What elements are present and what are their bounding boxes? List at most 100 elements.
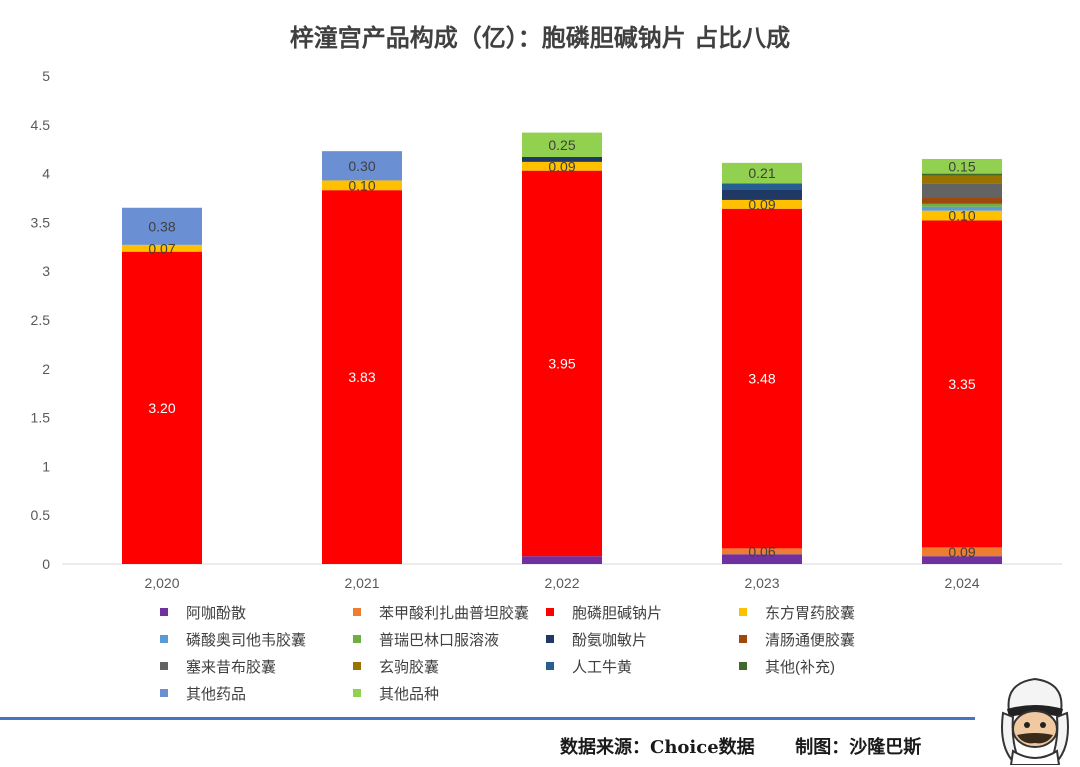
bar-segment	[722, 183, 802, 190]
legend-label: 胞磷胆碱钠片	[572, 604, 663, 622]
bar-segment	[322, 190, 402, 564]
data-labels: 0.06 0.09 3.20 3.83 3.95 3.48 3.35 0.07 0.10 0.09…	[148, 137, 975, 560]
bar-segment	[722, 189, 802, 200]
bar-segment	[722, 548, 802, 555]
data-label: 0.38	[148, 218, 175, 234]
bar-segment	[722, 208, 802, 549]
bar-segment	[522, 157, 602, 162]
data-label: 0.25	[548, 137, 575, 153]
legend-swatch	[353, 662, 361, 670]
legend-swatch	[160, 689, 168, 697]
data-label: 0.09	[748, 196, 775, 212]
legend-swatch	[739, 635, 747, 643]
legend-item: 其他(补充)	[739, 655, 939, 677]
legend-label: 磷酸奥司他韦胶囊	[186, 631, 307, 649]
legend-item: 其他品种	[353, 682, 546, 704]
data-label: 0.15	[948, 158, 975, 174]
data-source: 数据来源：Choice数据	[560, 737, 755, 758]
data-label: 3.48	[748, 371, 775, 387]
data-label: 0.09	[548, 158, 575, 174]
legend-swatch	[546, 608, 554, 616]
bar-segment	[522, 132, 602, 158]
y-tick-label: 1	[42, 458, 50, 474]
legend-item: 苯甲酸利扎曲普坦胶囊	[353, 601, 546, 623]
data-label: 0.06	[748, 543, 775, 559]
bar-segment	[922, 206, 1002, 211]
chart-author: 制图：沙隆巴斯	[795, 737, 922, 758]
y-tick-label: 4.5	[31, 117, 51, 133]
legend-label: 其他药品	[186, 685, 247, 703]
bar-segment	[922, 210, 1002, 221]
legend-item: 阿咖酚散	[160, 601, 353, 623]
legend-item: 清肠通便胶囊	[739, 628, 939, 650]
legend-label: 阿咖酚散	[186, 604, 247, 622]
legend-label: 普瑞巴林口服溶液	[379, 631, 500, 649]
bar-segment	[922, 220, 1002, 548]
bar-segments	[122, 132, 1002, 564]
data-label: 3.95	[548, 355, 575, 371]
bar-segment	[922, 198, 1002, 204]
bar-segment	[922, 173, 1002, 176]
bar-segment	[922, 183, 1002, 198]
bar-segment	[122, 244, 202, 252]
y-tick-label: 2.5	[31, 312, 51, 328]
bar-segment	[122, 251, 202, 564]
bar-segment	[722, 199, 802, 209]
source-note: 数据来源：Choice数据 制图：沙隆巴斯	[560, 733, 921, 759]
legend-item: 其他药品	[160, 682, 353, 704]
y-tick-label: 3.5	[31, 214, 51, 230]
legend-label: 酚氨咖敏片	[572, 631, 648, 649]
y-tick-label: 5	[42, 68, 50, 84]
data-label: 0.30	[348, 158, 375, 174]
legend-item: 磷酸奥司他韦胶囊	[160, 628, 353, 650]
legend-swatch	[739, 608, 747, 616]
legend-label: 清肠通便胶囊	[765, 631, 856, 649]
legend-item: 酚氨咖敏片	[546, 628, 739, 650]
legend-label: 其他(补充)	[765, 658, 835, 676]
data-label: 0.10	[948, 208, 975, 224]
legend-item: 人工牛黄	[546, 655, 739, 677]
chart-title: 梓潼宫产品构成（亿）：胞磷胆碱钠片 占比八成	[289, 23, 791, 52]
legend-item: 塞来昔布胶囊	[160, 655, 353, 677]
legend-label: 玄驹胶囊	[379, 658, 440, 676]
x-tick-label: 2,024	[944, 575, 979, 591]
legend-label: 塞来昔布胶囊	[186, 658, 277, 676]
footer-divider	[0, 717, 975, 720]
y-tick-label: 0.5	[31, 507, 51, 523]
legend-swatch	[546, 635, 554, 643]
x-tick-label: 2,021	[344, 575, 379, 591]
legend-swatch	[353, 635, 361, 643]
legend-item: 胞磷胆碱钠片	[546, 601, 739, 623]
legend-label: 苯甲酸利扎曲普坦胶囊	[379, 604, 530, 622]
legend-swatch	[160, 608, 168, 616]
legend-label: 东方胃药胶囊	[765, 604, 856, 622]
data-label: 0.21	[748, 165, 775, 181]
x-tick-label: 2,022	[544, 575, 579, 591]
bar-segment	[922, 175, 1002, 184]
legend: 阿咖酚散 苯甲酸利扎曲普坦胶囊 胞磷胆碱钠片 东方胃药胶囊磷酸奥司他韦胶囊 普瑞巴林口服…	[160, 601, 980, 704]
y-tick-label: 2	[42, 361, 50, 377]
y-tick-label: 0	[42, 556, 50, 572]
bar-segment	[522, 170, 602, 557]
y-axis-ticks: 0 0.5 1 1.5 2 2.5 3 3.5 4 4.5 5	[31, 68, 51, 572]
bar-segment	[122, 207, 202, 245]
legend-swatch	[160, 635, 168, 643]
bar-segment	[922, 547, 1002, 557]
legend-item: 普瑞巴林口服溶液	[353, 628, 546, 650]
bar-segment	[922, 203, 1002, 207]
y-tick-label: 1.5	[31, 410, 51, 426]
legend-swatch	[546, 662, 554, 670]
bar-segment	[922, 556, 1002, 564]
x-axis-ticks: 2,020 2,021 2,022 2,023 2,024	[144, 575, 979, 591]
bar-segment	[522, 161, 602, 171]
legend-label: 人工牛黄	[572, 658, 633, 676]
legend-item: 东方胃药胶囊	[739, 601, 939, 623]
data-label: 0.10	[348, 177, 375, 193]
data-label: 3.83	[348, 369, 375, 385]
bar-segment	[722, 554, 802, 564]
data-label: 0.09	[948, 544, 975, 560]
bar-segment	[922, 158, 1002, 174]
bar-segment	[522, 556, 602, 564]
bar-segment	[322, 180, 402, 191]
legend-swatch	[353, 689, 361, 697]
